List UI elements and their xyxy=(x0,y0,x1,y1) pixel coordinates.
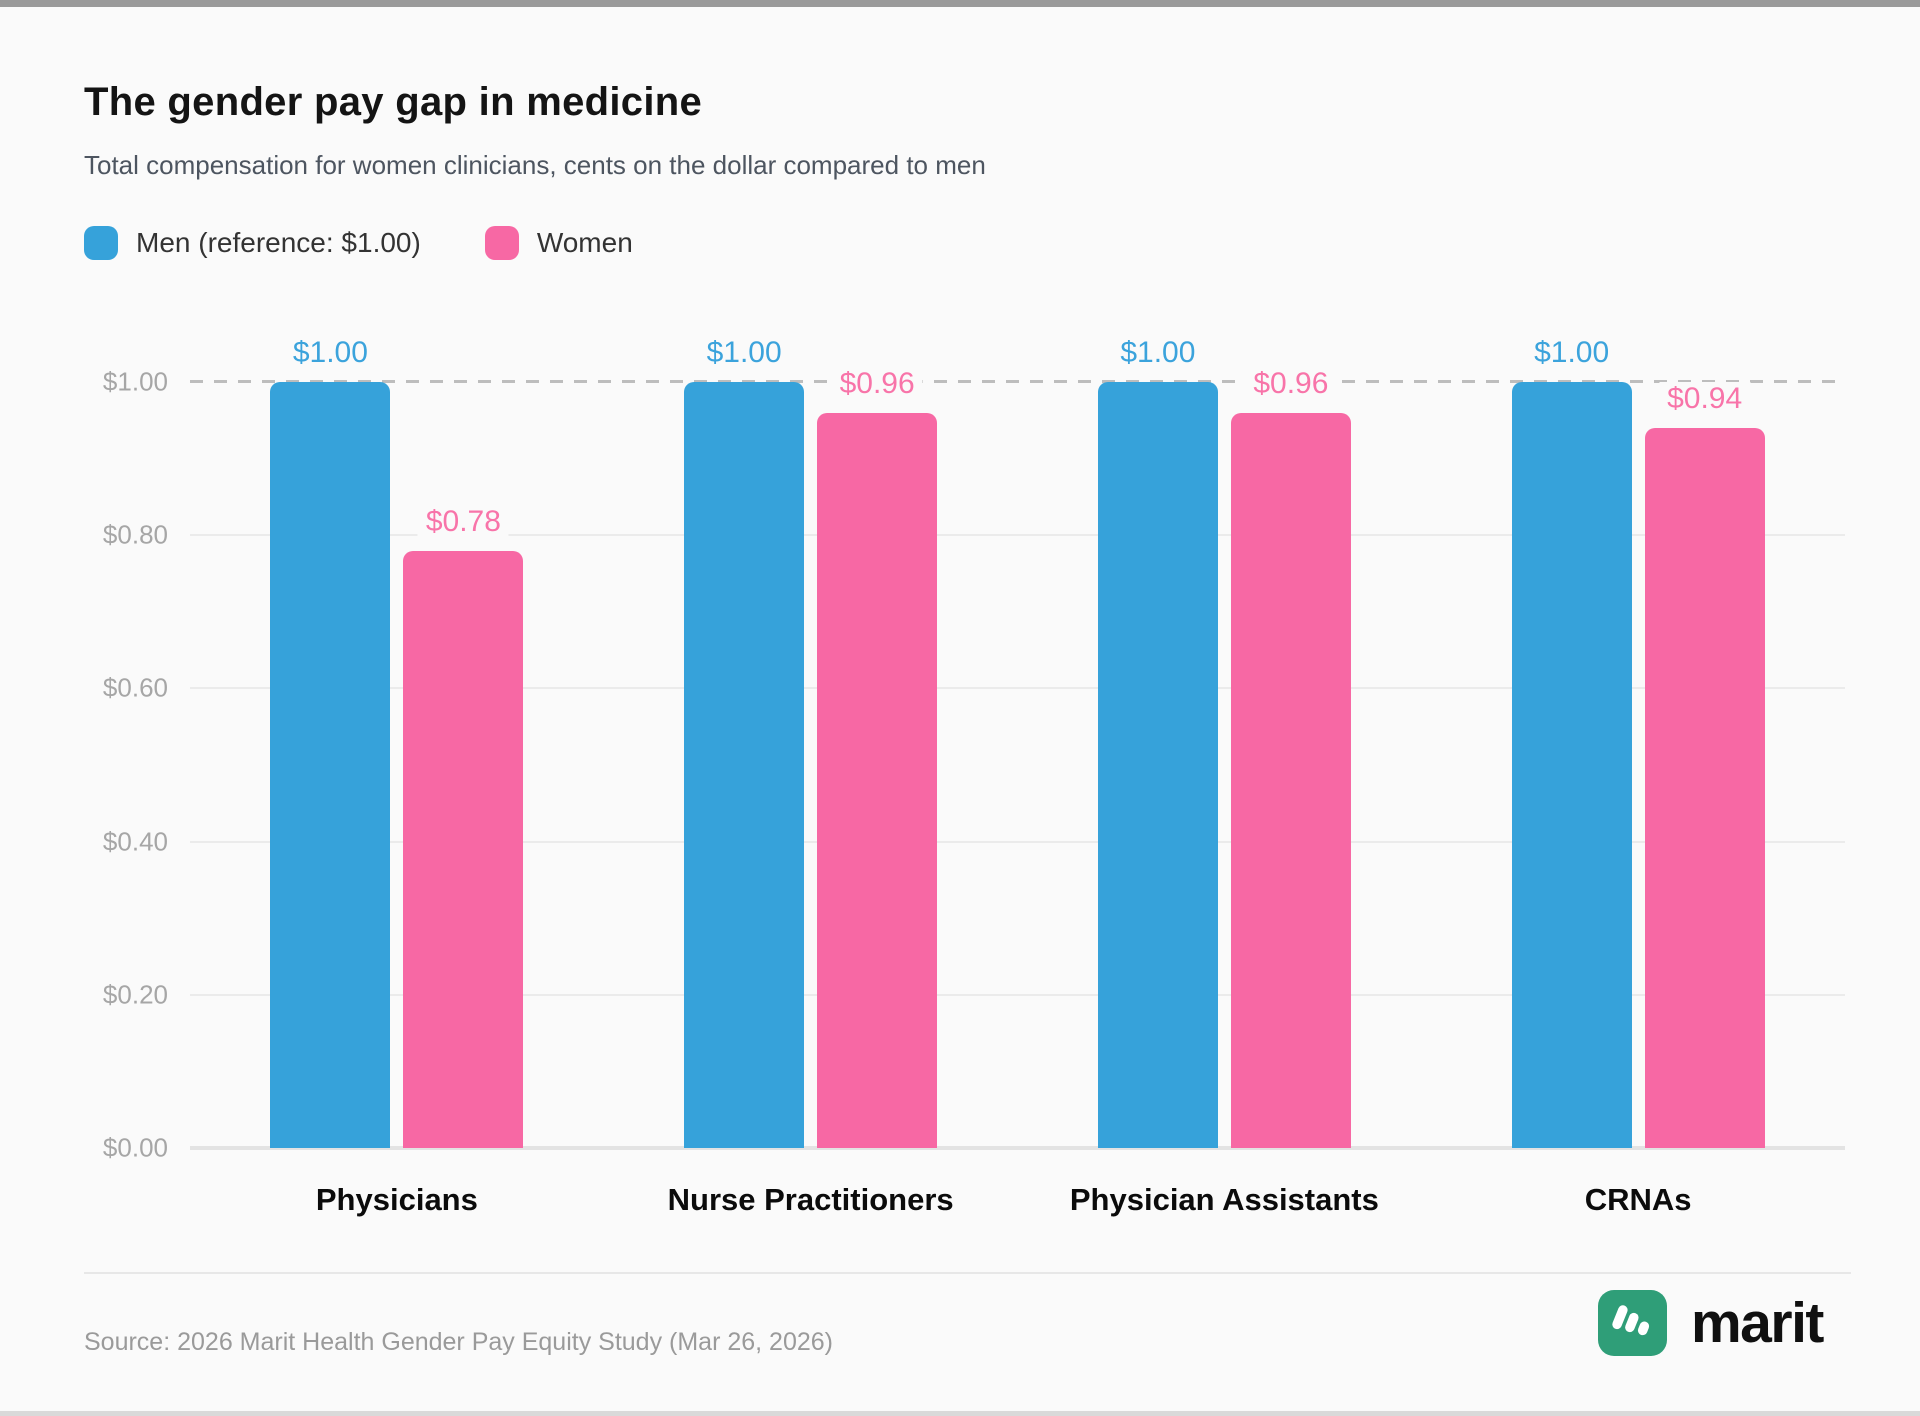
bar-men-physician-assistants: $1.00 xyxy=(1097,336,1218,1148)
category-label-nurse-practitioners: Nurse Practitioners xyxy=(667,1182,954,1217)
bar-women-physician-assistants: $0.96 xyxy=(1230,366,1351,1148)
brand-lockup: marit xyxy=(1598,1290,1824,1356)
bar-groups: $1.00 $0.78 Physicians $1.00 $0.96 Nurse Prac… xyxy=(190,336,1845,1217)
value-label-women-nurse-practitioners: $0.96 xyxy=(831,366,923,401)
y-tick-label: $0.20 xyxy=(102,979,168,1010)
legend-item-men: Men (reference: $1.00) xyxy=(84,226,421,260)
legend-swatch-men xyxy=(84,226,118,260)
value-label-men-crnas: $1.00 xyxy=(1526,336,1618,370)
value-label-women-physicians: $0.78 xyxy=(417,504,509,539)
category-label-physicians: Physicians xyxy=(315,1182,478,1217)
bar-women-physicians: $0.78 xyxy=(403,504,524,1148)
plot-area: $1.00 $0.78 Physicians $1.00 $0.96 Nurse Prac… xyxy=(190,336,1845,1217)
bar-women-nurse-practitioners: $0.96 xyxy=(817,366,938,1148)
x-axis-baseline xyxy=(190,1146,1845,1150)
top-window-strip xyxy=(0,0,1920,7)
value-label-women-physician-assistants: $0.96 xyxy=(1245,366,1337,401)
y-tick-label: $0.40 xyxy=(102,826,168,857)
legend-label-women: Women xyxy=(536,227,633,258)
y-axis: $0.00 $0.20 $0.40 $0.60 $0.80 $1.00 xyxy=(60,367,168,1163)
y-tick-label: $1.00 xyxy=(102,366,168,397)
bar-men-nurse-practitioners: $1.00 xyxy=(684,336,805,1148)
bar-men-crnas: $1.00 xyxy=(1511,336,1632,1148)
marit-logo-icon xyxy=(1598,1290,1667,1356)
bar-group-nurse-practitioners: $1.00 $0.96 Nurse Practitioners xyxy=(604,336,1018,1217)
bar-women-crnas: $0.94 xyxy=(1644,381,1765,1148)
bar-men-physicians: $1.00 xyxy=(270,336,391,1148)
reference-line-100 xyxy=(190,380,1845,383)
bar-group-physician-assistants: $1.00 $0.96 Physician Assistants xyxy=(1018,336,1432,1217)
page-title: The gender pay gap in medicine xyxy=(84,80,703,124)
value-label-women-crnas: $0.94 xyxy=(1659,381,1751,416)
y-tick-label: $0.60 xyxy=(102,672,168,703)
value-label-men-physicians: $1.00 xyxy=(284,336,376,370)
category-label-crnas: CRNAs xyxy=(1584,1182,1692,1217)
gridline xyxy=(190,534,1845,537)
gridline xyxy=(190,687,1845,690)
category-label-physician-assistants: Physician Assistants xyxy=(1069,1182,1379,1217)
source-text: Source: 2026 Marit Health Gender Pay Equ… xyxy=(84,1328,833,1356)
brand-name: marit xyxy=(1691,1290,1824,1355)
y-tick-label: $0.00 xyxy=(102,1132,168,1163)
bar-group-crnas: $1.00 $0.94 CRNAs xyxy=(1431,336,1845,1217)
value-label-men-physician-assistants: $1.00 xyxy=(1112,336,1204,370)
gridline xyxy=(190,840,1845,843)
y-tick-label: $0.80 xyxy=(102,519,168,550)
gridline xyxy=(190,993,1845,996)
legend-swatch-women xyxy=(484,226,519,260)
value-label-men-nurse-practitioners: $1.00 xyxy=(698,336,790,370)
legend: Men (reference: $1.00) Women xyxy=(84,226,633,260)
footer-divider xyxy=(84,1272,1851,1274)
bottom-window-strip xyxy=(0,1411,1920,1416)
bar-group-physicians: $1.00 $0.78 Physicians xyxy=(190,336,604,1217)
legend-label-men: Men (reference: $1.00) xyxy=(136,227,421,258)
page-subtitle: Total compensation for women clinicians,… xyxy=(84,150,986,180)
legend-item-women: Women xyxy=(484,226,633,260)
